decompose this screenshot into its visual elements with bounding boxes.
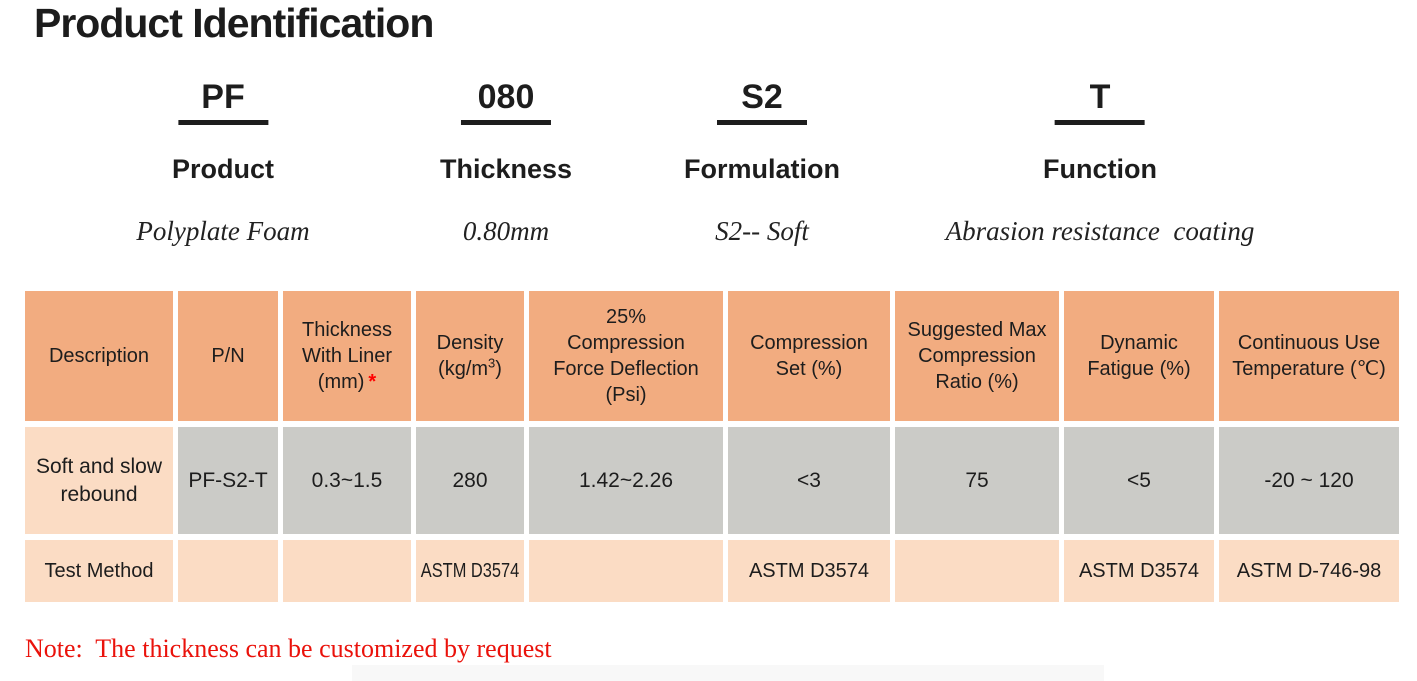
code-label: Function <box>1043 154 1157 184</box>
code-value: S2 <box>741 78 783 116</box>
code-description: Polyplate Foam <box>136 216 310 246</box>
cell-density-value: 280 <box>416 427 524 534</box>
cell-compression-set-value: <3 <box>728 427 890 534</box>
cell-test-continuous-use: ASTM D-746-98 <box>1219 540 1399 602</box>
code-underline <box>1054 120 1145 125</box>
header-continuous-use-temperature: Continuous Use Temperature (℃) <box>1219 291 1399 421</box>
cell-continuous-use-value: -20 ~ 120 <box>1219 427 1399 534</box>
header-compression-set: Compression Set (%) <box>728 291 890 421</box>
cell-test-compression-set: ASTM D3574 <box>728 540 890 602</box>
header-description: Description <box>25 291 173 421</box>
header-pn: P/N <box>178 291 278 421</box>
cell-thickness-value: 0.3~1.5 <box>283 427 411 534</box>
header-compression-force-deflection: 25% Compression Force Deflection (Psi) <box>529 291 723 421</box>
code-value: T <box>1089 78 1111 116</box>
bottom-strip <box>352 665 1104 681</box>
note-text: Note: The thickness can be customized by… <box>25 634 552 663</box>
cell-test-density: ASTM D3574 <box>416 540 524 602</box>
cell-test-cfd <box>529 540 723 602</box>
spec-table: Description P/N Thickness With Liner (mm… <box>25 291 1399 602</box>
code-segment-thickness: 080 Thickness 0.80mm <box>440 79 572 247</box>
code-label: Thickness <box>439 154 573 184</box>
header-thickness-with-liner: Thickness With Liner (mm) * <box>283 291 411 421</box>
code-underline <box>178 120 268 125</box>
code-underline <box>717 120 807 125</box>
code-label: Product <box>171 154 274 184</box>
header-dynamic-fatigue: Dynamic Fatigue (%) <box>1064 291 1214 421</box>
code-label: Formulation <box>684 154 840 184</box>
cell-suggested-max-value: 75 <box>895 427 1059 534</box>
required-asterisk: * <box>368 371 377 393</box>
header-density: Density (kg/m3) <box>416 291 524 421</box>
code-segment-product: PF Product Polyplate Foam <box>136 79 309 247</box>
code-segment-function: T Function Abrasion resistance coating <box>946 79 1255 247</box>
cell-dynamic-fatigue-value: <5 <box>1064 427 1214 534</box>
code-value: PF <box>201 78 245 116</box>
cell-test-thickness <box>283 540 411 602</box>
cell-test-pn <box>178 540 278 602</box>
code-description: Abrasion resistance coating <box>945 216 1255 246</box>
code-description: 0.80mm <box>462 216 550 246</box>
cell-pn-value: PF-S2-T <box>178 427 278 534</box>
code-segment-formulation: S2 Formulation S2-- Soft <box>684 79 840 247</box>
page-title: Product Identification <box>34 0 434 46</box>
code-value: 080 <box>477 78 535 116</box>
cell-test-method-label: Test Method <box>25 540 173 602</box>
cell-test-suggested-max <box>895 540 1059 602</box>
header-suggested-max-compression-ratio: Suggested Max Compression Ratio (%) <box>895 291 1059 421</box>
cell-test-dynamic-fatigue: ASTM D3574 <box>1064 540 1214 602</box>
code-description: S2-- Soft <box>715 216 809 246</box>
cell-cfd-value: 1.42~2.26 <box>529 427 723 534</box>
code-underline <box>461 120 551 125</box>
cell-description-value: Soft and slow rebound <box>25 427 173 534</box>
